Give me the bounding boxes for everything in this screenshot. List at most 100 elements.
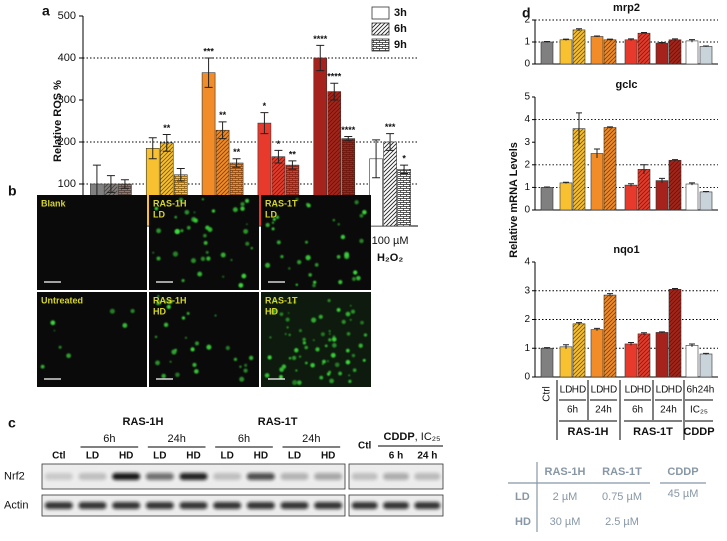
cell-dot — [288, 333, 291, 337]
cell-dot — [248, 355, 254, 361]
cell-dot — [332, 218, 336, 222]
lane-label: Ctl — [358, 441, 372, 452]
bar — [572, 323, 586, 378]
significance: ** — [219, 110, 227, 120]
bar — [603, 294, 617, 378]
y-tick-label: 1 — [524, 343, 530, 354]
cell-dot — [308, 273, 312, 277]
cell-dot — [328, 330, 331, 333]
error-bar — [176, 167, 185, 182]
cell-dot — [314, 263, 319, 267]
error-bar — [641, 32, 647, 34]
bar — [590, 153, 604, 211]
cell-dot — [275, 205, 277, 208]
micrograph-label: LD — [265, 209, 277, 219]
cell-dot — [279, 312, 284, 316]
y-axis-title: Relative mRNA Levels — [508, 142, 520, 258]
cell-dot — [322, 359, 326, 364]
micrograph-label: RAS-1H — [153, 295, 187, 305]
cell-dot — [186, 225, 191, 230]
band — [246, 502, 275, 509]
cell-dot — [163, 322, 169, 327]
cell-dot — [329, 378, 334, 384]
band — [280, 502, 309, 509]
micrograph-label: HD — [153, 306, 166, 316]
bar — [637, 333, 651, 378]
cell-dot — [184, 336, 188, 339]
time-label: 6h — [238, 433, 250, 445]
x-tick-label: Ctrl — [542, 386, 553, 402]
y-tick-label: 300 — [58, 94, 76, 106]
cell-dot — [322, 363, 324, 365]
significance: **** — [341, 125, 356, 135]
cell-dot — [330, 352, 336, 358]
y-tick-label: 3 — [524, 137, 530, 148]
cddp-header: CDDP, IC₂₅ — [384, 431, 441, 443]
cell-dot — [225, 345, 230, 351]
cddp-suffix: , IC₂₅ — [415, 431, 441, 443]
cell-dot — [197, 271, 203, 277]
cddp-title: CDDP — [384, 431, 415, 443]
error-bar — [607, 293, 613, 297]
lane-label: LD — [288, 451, 301, 462]
cell-dot — [265, 222, 270, 228]
cell-dot — [175, 372, 180, 378]
bar — [540, 347, 554, 378]
micrograph — [261, 292, 371, 387]
band — [383, 502, 409, 509]
error-bar — [400, 164, 409, 174]
cell-dot — [206, 344, 212, 350]
cell-dot — [238, 282, 244, 288]
band — [78, 502, 107, 509]
micrograph-label: RAS-1H — [153, 198, 187, 208]
cell-dot — [246, 223, 248, 225]
subgroup-label: 6h — [632, 405, 643, 416]
cell-dot — [351, 353, 356, 358]
band — [145, 502, 174, 509]
bar — [397, 169, 411, 227]
cell-dot — [240, 206, 245, 211]
cell-dot — [275, 215, 280, 219]
error-bar — [204, 57, 213, 88]
band — [314, 502, 343, 509]
cell-dot — [181, 278, 185, 283]
cell-dot — [156, 256, 161, 261]
x-tick-label: LD — [560, 385, 573, 396]
cell-dot — [211, 209, 216, 213]
band — [351, 473, 378, 480]
micrograph-label: RAS-1T — [265, 198, 298, 208]
y-tick-label: 2 — [524, 15, 530, 26]
table-cell: 2 µM — [553, 491, 578, 503]
cell-dot — [288, 357, 292, 360]
error-bar — [628, 342, 634, 346]
cell-dot — [245, 198, 250, 203]
cell-dot — [267, 355, 272, 360]
row-label: Actin — [4, 499, 28, 511]
cell-dot — [336, 308, 341, 312]
cell-dot — [359, 238, 364, 244]
cell-dot — [178, 197, 184, 203]
legend-label: 3h — [394, 7, 407, 19]
x-tick-label: LD — [625, 385, 638, 396]
significance: ** — [163, 123, 171, 133]
error-bar — [659, 331, 665, 334]
cell-dot — [174, 229, 180, 234]
cell-dot — [284, 333, 287, 336]
bar — [668, 159, 682, 211]
band — [314, 473, 343, 480]
cell-dot — [154, 206, 159, 211]
cell-dot — [232, 207, 238, 213]
panel-label: c — [8, 415, 16, 431]
micrograph-label: Untreated — [41, 295, 83, 305]
x-tick-label: 100 µM — [372, 235, 409, 247]
error-bar — [594, 148, 600, 159]
significance: * — [263, 101, 267, 111]
cell-dot — [194, 369, 199, 374]
cell-dot — [273, 300, 276, 303]
error-bar — [372, 139, 381, 179]
cell-dot — [157, 295, 160, 298]
cell-dot — [305, 255, 311, 261]
cell-dot — [295, 283, 298, 286]
x-tick-label: LD — [656, 385, 669, 396]
